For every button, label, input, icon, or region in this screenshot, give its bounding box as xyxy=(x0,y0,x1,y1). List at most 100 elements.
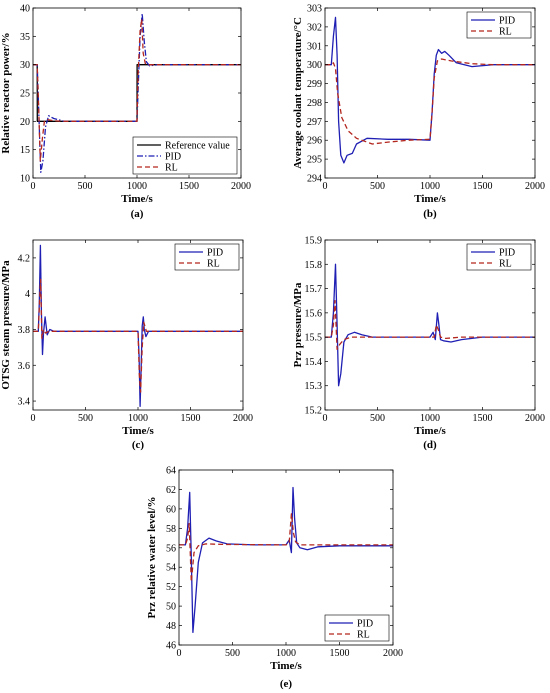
y-tick-label: 64 xyxy=(166,466,176,477)
y-tick-label: 298 xyxy=(307,98,322,109)
x-tick-label: 0 xyxy=(31,413,36,424)
x-tick-label: 2000 xyxy=(525,413,545,424)
x-tick-label: 1000 xyxy=(420,181,440,192)
panel-label: (a) xyxy=(131,208,144,220)
y-tick-label: 296 xyxy=(307,136,322,147)
series-line-rl xyxy=(179,513,393,583)
legend-label-pid: PID xyxy=(165,152,181,163)
y-tick-label: 20 xyxy=(20,117,30,128)
x-tick-label: 1000 xyxy=(276,648,296,659)
x-tick-label: 500 xyxy=(78,413,93,424)
y-tick-label: 294 xyxy=(307,174,322,185)
x-axis-label: Time/s xyxy=(414,193,446,205)
panel-b: 0 500 1000 1500 2000 294 295 296 297 298 299 300 301… xyxy=(292,4,545,221)
y-tick-label: 15.8 xyxy=(305,260,323,271)
x-axis-label: Time/s xyxy=(270,660,302,672)
panel-a: 0 500 1000 1500 2000 10 15 20 25 30 35 40 Time/s Rela… xyxy=(0,4,251,221)
y-tick-label: 30 xyxy=(20,60,30,71)
legend-box xyxy=(174,243,240,271)
x-tick-label: 0 xyxy=(177,648,182,659)
y-tick-label: 60 xyxy=(166,504,176,515)
panel-e: 0 500 1000 1500 2000 46 48 50 52 54 56 58 60 62 64 Time… xyxy=(146,466,403,691)
x-tick-label: 1500 xyxy=(179,181,199,192)
legend-label-pid: PID xyxy=(499,248,515,259)
panel-label: (d) xyxy=(423,439,437,451)
y-tick-label: 56 xyxy=(166,543,176,554)
legend-label-ref: Reference value xyxy=(165,141,230,152)
y-tick-label: 15.7 xyxy=(305,284,323,295)
x-tick-label: 1500 xyxy=(473,413,493,424)
series-line-pid xyxy=(325,263,535,387)
panel-label: (b) xyxy=(423,208,437,220)
x-tick-label: 2000 xyxy=(525,181,545,192)
legend-label-rl: RL xyxy=(499,27,512,38)
x-tick-label: 500 xyxy=(78,181,93,192)
series-line-pid xyxy=(179,486,393,634)
y-tick-label: 15.9 xyxy=(305,236,323,247)
y-tick-label: 15.3 xyxy=(305,381,323,392)
x-tick-label: 500 xyxy=(370,181,385,192)
y-tick-label: 46 xyxy=(166,641,176,652)
legend-box xyxy=(466,243,532,271)
x-tick-label: 500 xyxy=(225,648,240,659)
panel-label: (c) xyxy=(132,439,145,451)
x-axis-label: Time/s xyxy=(121,193,153,205)
y-tick-label: 48 xyxy=(166,621,176,632)
y-tick-label: 25 xyxy=(20,89,30,100)
panel-label: (e) xyxy=(280,678,293,690)
x-tick-label: 2000 xyxy=(231,181,251,192)
y-axis-label: Prz relative water level/% xyxy=(146,496,158,618)
y-tick-label: 62 xyxy=(166,485,176,496)
y-tick-label: 302 xyxy=(307,22,322,33)
y-tick-label: 300 xyxy=(307,60,322,71)
legend-label-pid: PID xyxy=(207,248,223,259)
y-tick-label: 40 xyxy=(20,4,30,15)
y-axis-label: Relative reactor power/% xyxy=(0,32,12,153)
series-line-pid xyxy=(33,13,241,173)
x-tick-label: 2000 xyxy=(383,648,403,659)
y-axis-label: OTSG steam pressure/MPa xyxy=(0,260,12,390)
x-tick-label: 0 xyxy=(31,181,36,192)
legend-label-rl: RL xyxy=(499,259,512,270)
legend-label-pid: PID xyxy=(357,619,373,630)
legend-label-rl: RL xyxy=(165,163,178,174)
legend-box xyxy=(324,614,390,642)
x-tick-label: 1500 xyxy=(330,648,350,659)
y-tick-label: 4.2 xyxy=(18,253,31,264)
y-tick-label: 10 xyxy=(20,174,30,185)
y-tick-label: 15.5 xyxy=(305,333,323,344)
legend-label-rl: RL xyxy=(357,630,370,641)
series-line-pid xyxy=(325,16,535,164)
y-axis-label: Average coolant temperature/°C xyxy=(292,17,304,169)
y-tick-label: 3.6 xyxy=(18,361,31,372)
y-tick-label: 15.4 xyxy=(305,357,323,368)
x-tick-label: 2000 xyxy=(233,413,253,424)
series-line-rl xyxy=(33,278,243,393)
x-axis-label: Time/s xyxy=(414,425,446,437)
y-tick-label: 58 xyxy=(166,524,176,535)
y-tick-label: 35 xyxy=(20,32,30,43)
series-line-rl xyxy=(33,18,241,162)
x-tick-label: 1000 xyxy=(127,181,147,192)
y-tick-label: 3.4 xyxy=(18,397,31,408)
panel-c: 0 500 1000 1500 2000 3.4 3.6 3.8 4 4.2 Time/s OTSG … xyxy=(0,239,253,451)
x-tick-label: 500 xyxy=(370,413,385,424)
y-tick-label: 15.2 xyxy=(305,406,323,417)
y-tick-label: 54 xyxy=(166,563,176,574)
x-tick-label: 1000 xyxy=(420,413,440,424)
legend-box xyxy=(466,11,532,39)
y-tick-label: 4 xyxy=(25,289,30,300)
y-tick-label: 297 xyxy=(307,117,322,128)
x-tick-label: 1500 xyxy=(473,181,493,192)
y-axis-label: Prz pressure/MPa xyxy=(292,282,304,367)
y-tick-label: 50 xyxy=(166,602,176,613)
legend-label-pid: PID xyxy=(499,16,515,27)
y-tick-label: 15 xyxy=(20,145,30,156)
series-line-rl xyxy=(325,300,535,350)
y-tick-label: 3.8 xyxy=(18,325,31,336)
x-axis-label: Time/s xyxy=(122,425,154,437)
series-line-rl xyxy=(325,58,535,145)
y-tick-label: 299 xyxy=(307,79,322,90)
y-tick-label: 303 xyxy=(307,4,322,15)
